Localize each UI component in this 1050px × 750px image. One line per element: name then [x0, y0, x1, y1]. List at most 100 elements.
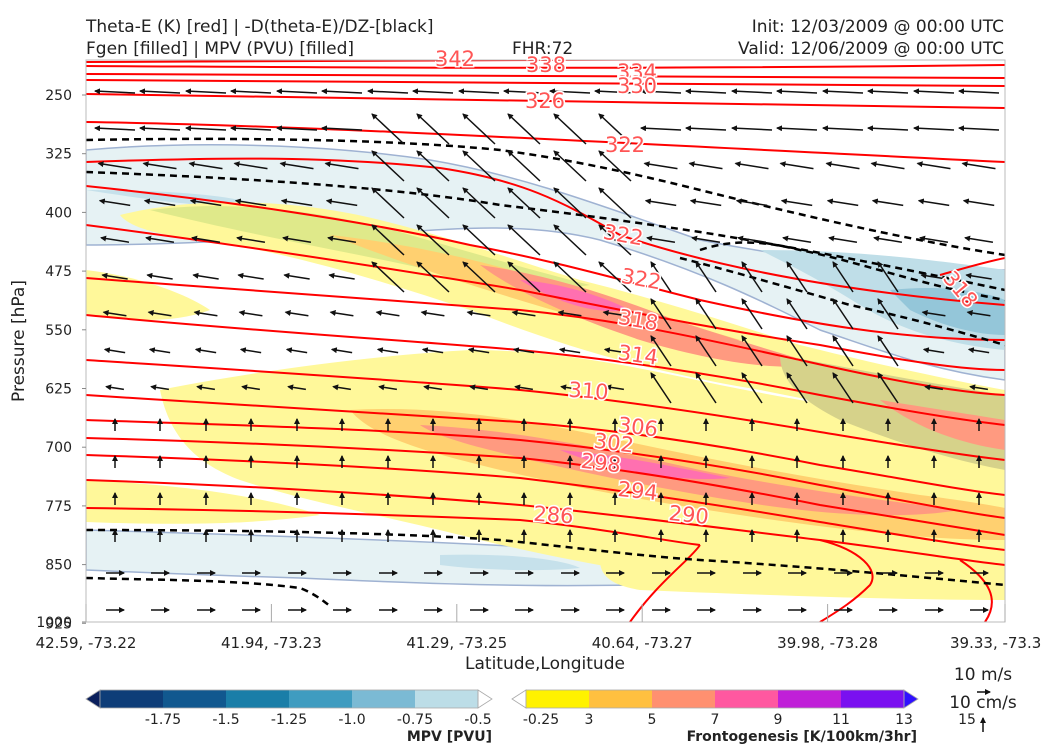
fgen-yellow-lower-left — [86, 480, 320, 524]
colorbar-tick-label: 13 — [895, 712, 913, 728]
wind-vector — [958, 125, 1000, 132]
theta-e-label: 342 — [435, 47, 475, 71]
wind-vector — [511, 310, 536, 317]
colorbar-swatch — [589, 690, 653, 708]
colorbar-tick-label: -1.0 — [338, 712, 365, 728]
wind-vector — [924, 384, 943, 391]
wind-vector — [279, 161, 314, 170]
wind-vector — [967, 347, 990, 354]
fgen-pink-main — [560, 450, 730, 480]
wind-vector — [916, 161, 951, 170]
x-tick-label: 40.64, -73.27 — [592, 634, 693, 652]
wind-vector — [867, 88, 909, 95]
wind-vector — [688, 161, 723, 170]
wind-vector — [553, 187, 587, 219]
theta-e-302 — [86, 419, 1005, 519]
theta-e-label: 294 — [617, 477, 659, 505]
wind-vector — [921, 310, 946, 317]
wind-vector — [375, 310, 400, 317]
theta-e-label: 322 — [605, 133, 645, 157]
colorbar-tick-label: -0.25 — [523, 712, 559, 728]
wind-vector — [148, 347, 171, 354]
theta-e-314 — [86, 314, 1005, 426]
wind-vector — [741, 261, 763, 293]
stability-dash-2 — [86, 170, 1005, 292]
wind-vector — [237, 272, 264, 280]
fgen-yellow-left-mid — [86, 270, 210, 320]
wind-vector — [194, 347, 217, 354]
wind-vector — [150, 384, 169, 391]
wind-vector — [962, 198, 995, 207]
theta-e-318b — [86, 277, 1005, 396]
wind-vector — [100, 235, 130, 243]
x-tick-label: 42.59, -73.22 — [36, 634, 137, 652]
wind-vector — [553, 261, 587, 293]
theta-e-label: 302 — [592, 429, 635, 458]
wind-vector — [594, 88, 636, 95]
init-time: Init: 12/03/2009 @ 00:00 UTC — [752, 17, 1004, 37]
x-tick-label: 41.94, -73.23 — [221, 634, 322, 652]
wind-vector — [102, 310, 127, 317]
y-tick-label: 775 — [45, 499, 72, 515]
wind-vector — [958, 88, 1000, 95]
wind-vector — [412, 88, 454, 95]
wind-vector — [598, 261, 632, 293]
colorbar-swatch — [163, 690, 227, 708]
wind-vector — [462, 113, 496, 145]
y-tick-label: 925 — [45, 616, 72, 632]
fgen-khaki-right — [780, 355, 1005, 470]
wind-vector — [514, 384, 533, 391]
wind-vector — [650, 261, 672, 293]
wind-vector — [145, 235, 175, 243]
wind-vector — [964, 235, 994, 243]
wind-vector — [643, 161, 678, 170]
theta-e-294 — [86, 454, 1005, 551]
wind-vector — [367, 88, 409, 95]
wind-vector — [685, 125, 727, 132]
mpv-fill — [86, 144, 1005, 587]
theta-e-322b — [86, 157, 1005, 306]
x-tick-label: 39.33, -73.3 — [950, 634, 1041, 652]
wind-vector — [644, 198, 677, 207]
wind-vector — [420, 310, 445, 317]
wind-vector — [466, 310, 491, 317]
wind-vector — [598, 150, 632, 182]
wind-vector — [284, 310, 309, 317]
wind-vector — [462, 224, 496, 256]
wind-vector — [329, 310, 354, 317]
wind-vector — [560, 384, 579, 391]
wind-vector — [646, 235, 676, 243]
wind-vector — [598, 113, 632, 145]
wind-vector — [378, 384, 397, 391]
wind-vector — [969, 384, 988, 391]
theta-e-right-318 — [939, 257, 1005, 276]
wind-vector — [877, 298, 899, 330]
wind-vector — [877, 335, 899, 367]
theta-e-contours — [86, 60, 1005, 622]
colorbar-tick-label: 15 — [958, 712, 976, 728]
wind-vector — [101, 272, 128, 280]
wind-vector — [321, 125, 363, 132]
wind-vector — [741, 298, 763, 330]
wind-vector — [236, 235, 266, 243]
wind-vector — [602, 310, 627, 317]
wind-vector — [371, 224, 405, 256]
wind-vector — [691, 235, 721, 243]
y-tick-label: 850 — [45, 558, 72, 574]
y-tick-label: 325 — [45, 147, 72, 163]
wind-vector — [188, 161, 223, 170]
wind-vector — [283, 272, 310, 280]
valid-time: Valid: 12/06/2009 @ 00:00 UTC — [738, 39, 1004, 59]
wind-vector — [321, 88, 363, 95]
wind-vector — [695, 372, 717, 404]
y-tick-label: 250 — [45, 88, 72, 104]
theta-e-298 — [86, 437, 1005, 536]
wind-vector — [741, 372, 763, 404]
wind-vector — [416, 113, 450, 145]
wind-vector — [786, 261, 808, 293]
wind-vector — [230, 88, 272, 95]
wind-vector — [873, 235, 903, 243]
wind-vector — [462, 261, 496, 293]
y-tick-label: 550 — [45, 323, 72, 339]
colorbar-swatch — [415, 690, 479, 708]
